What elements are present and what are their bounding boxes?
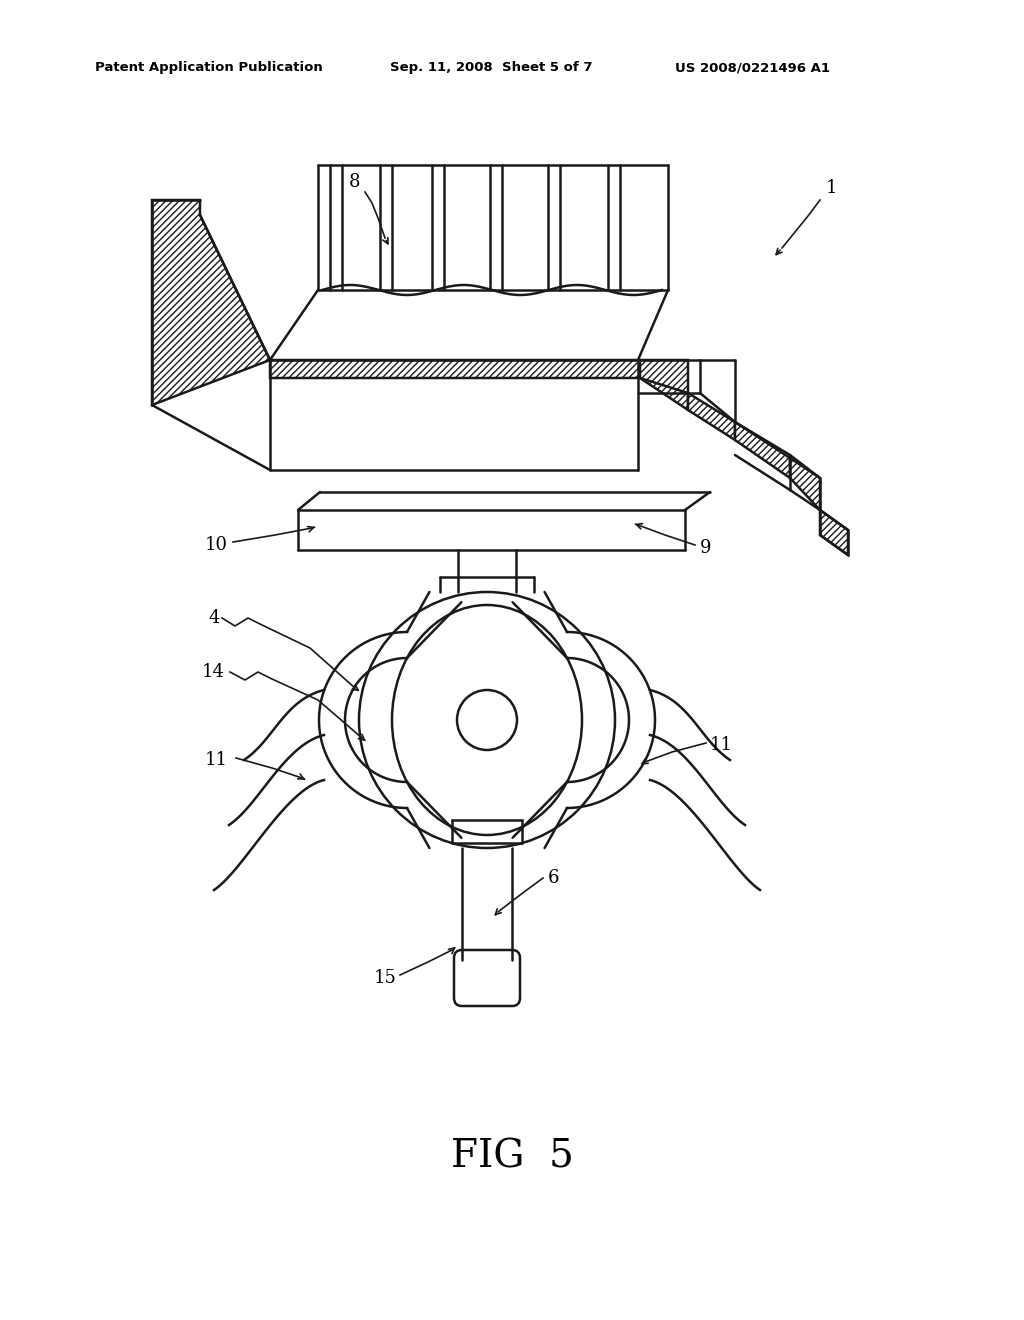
Text: 15: 15 xyxy=(374,969,396,987)
Text: 4: 4 xyxy=(209,609,220,627)
Polygon shape xyxy=(270,360,688,411)
Text: 10: 10 xyxy=(205,536,228,554)
Text: 14: 14 xyxy=(202,663,225,681)
Polygon shape xyxy=(820,510,848,554)
Text: 6: 6 xyxy=(548,869,559,887)
Text: 8: 8 xyxy=(349,173,360,191)
Polygon shape xyxy=(152,201,270,405)
Text: 11: 11 xyxy=(710,737,733,754)
Text: Patent Application Publication: Patent Application Publication xyxy=(95,62,323,74)
Text: 9: 9 xyxy=(700,539,712,557)
Text: 1: 1 xyxy=(826,180,838,197)
Polygon shape xyxy=(790,458,820,510)
Text: FIG  5: FIG 5 xyxy=(451,1138,573,1176)
Text: Sep. 11, 2008  Sheet 5 of 7: Sep. 11, 2008 Sheet 5 of 7 xyxy=(390,62,593,74)
Text: US 2008/0221496 A1: US 2008/0221496 A1 xyxy=(675,62,830,74)
Text: 11: 11 xyxy=(205,751,228,770)
Polygon shape xyxy=(688,393,735,440)
Polygon shape xyxy=(735,422,790,478)
Polygon shape xyxy=(640,360,688,393)
